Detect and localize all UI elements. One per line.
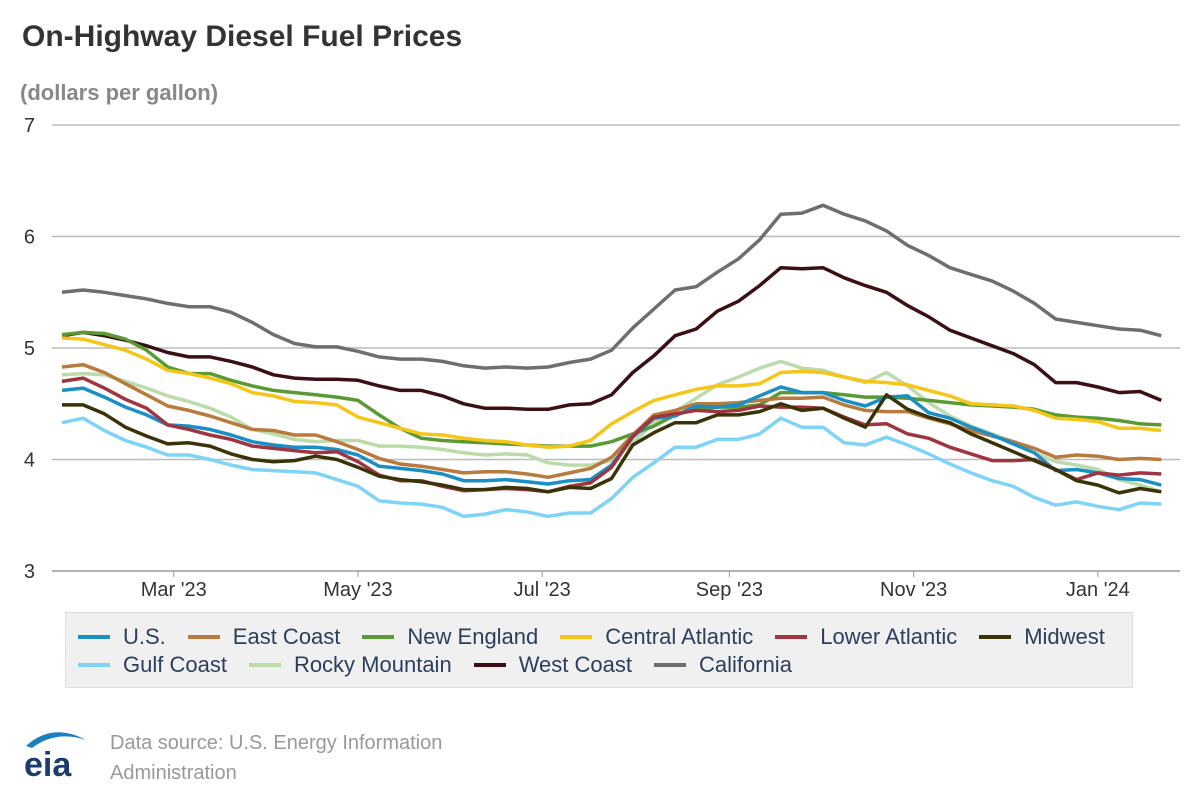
- x-tick-label: Sep '23: [696, 579, 763, 601]
- legend-item[interactable]: U.S.: [78, 624, 166, 650]
- legend-row: Gulf Coast Rocky Mountain West Coast Califo…: [78, 651, 1132, 679]
- legend-swatch: [78, 663, 110, 667]
- legend-swatch: [654, 663, 686, 667]
- series-lines: [61, 203, 1162, 519]
- series-line-u-s[interactable]: [61, 385, 1162, 487]
- legend-swatch: [362, 635, 395, 639]
- legend: U.S. East Coast New England Central Atlanti…: [65, 612, 1133, 688]
- x-tick-label: Mar '23: [141, 579, 207, 601]
- legend-item[interactable]: Rocky Mountain: [248, 652, 452, 678]
- series-line-central-atlantic[interactable]: [61, 336, 1162, 449]
- legend-item[interactable]: Gulf Coast: [78, 652, 227, 678]
- series-line-west-coast[interactable]: [61, 265, 1162, 412]
- legend-item[interactable]: Lower Atlantic: [775, 624, 957, 650]
- legend-item[interactable]: New England: [362, 624, 538, 650]
- series-line-california[interactable]: [61, 203, 1162, 370]
- y-tick-labels: 3 4 5 6 7: [24, 115, 35, 583]
- x-tick-label: Nov '23: [880, 579, 947, 601]
- series-line-east-coast[interactable]: [61, 362, 1162, 480]
- legend-item[interactable]: Central Atlantic: [560, 624, 753, 650]
- series-line-midwest[interactable]: [62, 393, 1162, 495]
- svg-text:eia: eia: [24, 746, 72, 780]
- legend-swatch: [560, 635, 593, 639]
- legend-label: California: [699, 652, 792, 677]
- y-tick-label: 4: [24, 450, 35, 472]
- y-tick-label: 7: [24, 115, 35, 137]
- eia-logo: eia: [24, 732, 86, 780]
- chart-title: On-Highway Diesel Fuel Prices: [22, 20, 463, 53]
- y-tick-label: 6: [24, 227, 35, 249]
- legend-label: New England: [407, 624, 539, 649]
- legend-swatch: [979, 635, 1012, 639]
- legend-item[interactable]: Midwest: [979, 624, 1105, 650]
- legend-swatch: [248, 663, 281, 667]
- legend-swatch: [473, 663, 506, 667]
- legend-label: Central Atlantic: [605, 624, 754, 649]
- legend-swatch: [775, 635, 808, 639]
- y-tick-label: 3: [24, 561, 35, 583]
- legend-row: U.S. East Coast New England Central Atlanti…: [78, 623, 1132, 651]
- legend-item[interactable]: West Coast: [473, 652, 632, 678]
- series-line-lower-atlantic[interactable]: [61, 376, 1162, 494]
- line-chart: 3 4 5 6 7 Mar '23 May '23 Jul '23 Sep '23 Nov '2…: [24, 115, 1180, 601]
- x-tick-label: Jan '24: [1066, 579, 1130, 601]
- legend-label: East Coast: [232, 624, 341, 649]
- legend-label: U.S.: [123, 624, 166, 649]
- legend-item[interactable]: East Coast: [187, 624, 341, 650]
- x-tick-label: Jul '23: [514, 579, 571, 601]
- x-tick-label: May '23: [323, 579, 392, 601]
- legend-item[interactable]: California: [654, 652, 792, 678]
- y-tick-label: 5: [24, 338, 35, 360]
- legend-label: Lower Atlantic: [820, 624, 958, 649]
- legend-swatch: [78, 635, 110, 639]
- legend-label: West Coast: [518, 652, 632, 677]
- series-line-gulf-coast[interactable]: [61, 416, 1162, 519]
- x-tick-labels: Mar '23 May '23 Jul '23 Sep '23 Nov '23 Jan '…: [141, 571, 1130, 601]
- legend-label: Rocky Mountain: [293, 652, 452, 677]
- data-source-note: Data source: U.S. Energy Information Adm…: [110, 732, 443, 784]
- legend-swatch: [187, 635, 220, 639]
- y-axis-unit-label: (dollars per gallon): [20, 80, 219, 105]
- legend-label: Midwest: [1024, 624, 1105, 649]
- legend-label: Gulf Coast: [123, 652, 227, 677]
